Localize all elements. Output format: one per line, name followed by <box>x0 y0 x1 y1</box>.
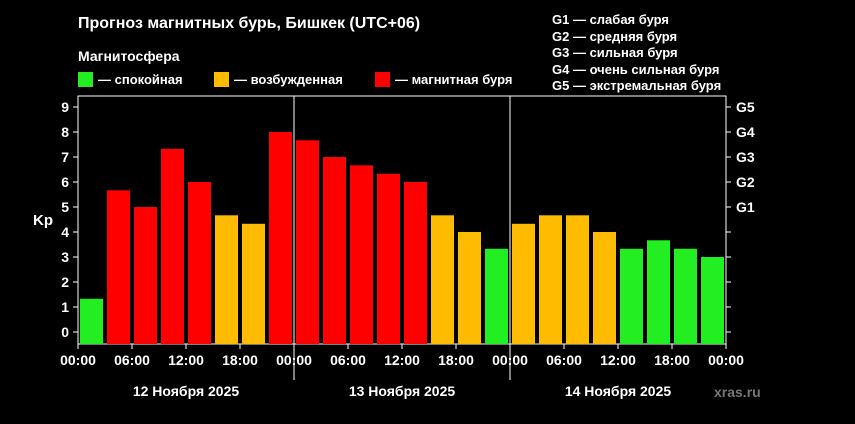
bar <box>350 165 373 345</box>
y-tick-label: 3 <box>61 249 69 265</box>
storm-scale-g1: G1 — слабая буря <box>552 12 670 27</box>
bar <box>647 240 670 345</box>
y-tick-label: 4 <box>61 224 69 240</box>
y-tick-label: 0 <box>61 324 69 340</box>
bar <box>107 190 130 345</box>
bar <box>431 215 454 345</box>
legend-label-calm: — спокойная <box>98 72 183 87</box>
g-level-label: G3 <box>736 149 755 165</box>
x-tick-label: 12:00 <box>168 352 204 368</box>
g-level-label: G1 <box>736 199 755 215</box>
bar <box>674 248 697 345</box>
storm-scale-g3: G3 — сильная буря <box>552 45 678 60</box>
watermark: xras.ru <box>714 384 761 400</box>
storm-scale-legend: G1 — слабая буря G2 — средняя буря G3 — … <box>552 12 721 95</box>
y-tick-label: 1 <box>61 299 69 315</box>
storm-scale-g4: G4 — очень сильная буря <box>552 61 720 77</box>
y-tick-label: 5 <box>61 199 69 215</box>
bar <box>512 223 535 345</box>
x-tick-label: 06:00 <box>546 352 582 368</box>
day-label: 14 Ноября 2025 <box>565 383 672 399</box>
legend-swatch-excited <box>214 72 229 87</box>
day-label: 12 Ноября 2025 <box>133 383 240 399</box>
g-level-label: G4 <box>736 124 755 140</box>
legend-label-storm: — магнитная буря <box>395 72 513 87</box>
bar <box>80 298 103 345</box>
bar <box>539 215 562 345</box>
bar <box>404 182 427 344</box>
g-level-label: G5 <box>736 99 755 115</box>
y-tick-label: 6 <box>61 174 69 190</box>
y-tick-label: 2 <box>61 274 69 290</box>
bar <box>269 132 292 344</box>
bar <box>377 173 400 345</box>
bar <box>134 207 157 344</box>
legend-item-storm: — магнитная буря <box>375 72 512 87</box>
y-tick-label: 8 <box>61 124 69 140</box>
x-tick-label: 06:00 <box>114 352 150 368</box>
day-label: 13 Ноября 2025 <box>349 383 456 399</box>
bar <box>566 215 589 345</box>
x-tick-label: 18:00 <box>654 352 690 368</box>
bar <box>593 232 616 344</box>
x-tick-label: 12:00 <box>384 352 420 368</box>
bar <box>161 148 184 345</box>
x-tick-label: 06:00 <box>330 352 366 368</box>
x-tick-label: 12:00 <box>600 352 636 368</box>
bar <box>701 257 724 344</box>
chart-title: Прогноз магнитных бурь, Бишкек (UTC+06) <box>78 15 421 32</box>
legend-item-excited: — возбужденная <box>214 72 343 87</box>
bar <box>485 248 508 345</box>
x-tick-label: 18:00 <box>222 352 258 368</box>
bar <box>215 215 238 345</box>
x-tick-label: 00:00 <box>708 352 744 368</box>
legend-item-calm: — спокойная <box>78 72 183 87</box>
x-tick-label: 00:00 <box>60 352 96 368</box>
storm-scale-g2: G2 — средняя буря <box>552 28 678 44</box>
bar <box>188 182 211 344</box>
bar <box>620 248 643 345</box>
bar <box>458 232 481 344</box>
x-tick-label: 18:00 <box>438 352 474 368</box>
legend-swatch-calm <box>78 72 93 87</box>
legend-label-excited: — возбужденная <box>234 72 343 87</box>
chart-subtitle: Магнитосфера <box>78 48 180 64</box>
bar <box>296 140 319 345</box>
y-axis-label: Kp <box>33 212 53 229</box>
bar <box>242 223 265 345</box>
g-level-label: G2 <box>736 174 755 190</box>
storm-scale-g5: G5 — экстремальная буря <box>552 78 722 93</box>
y-tick-label: 7 <box>61 149 69 165</box>
legend-swatch-storm <box>375 72 390 87</box>
bar <box>323 157 346 344</box>
y-tick-label: 9 <box>61 99 69 115</box>
